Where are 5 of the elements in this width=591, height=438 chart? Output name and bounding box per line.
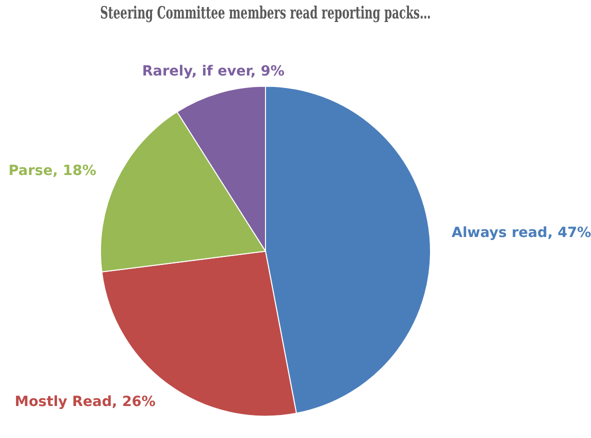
slice-label: Always read, 47% <box>452 225 591 242</box>
slice-label: Rarely, if ever, 9% <box>142 63 285 80</box>
chart-title: Steering Committee members read reporting packs… <box>100 4 431 24</box>
slice-label: Parse, 18% <box>8 163 96 180</box>
slice-label: Mostly Read, 26% <box>14 394 156 410</box>
